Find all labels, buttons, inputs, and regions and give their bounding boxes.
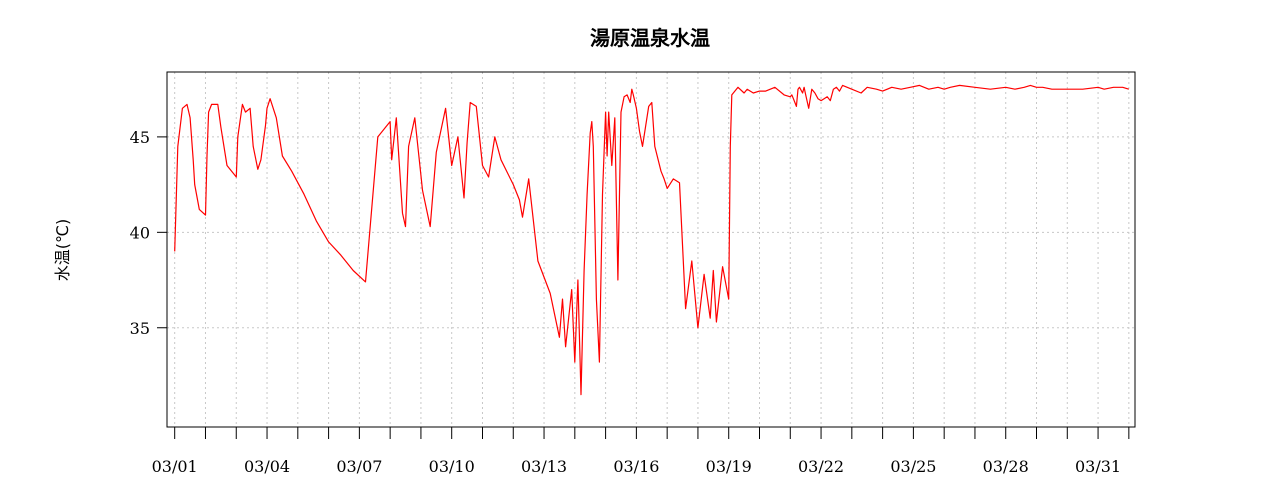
x-axis: 03/01 03/04 03/07 03/10 03/13 03/16 03/19 03/22… <box>152 427 1130 476</box>
y-axis: 35 40 45 <box>130 128 167 338</box>
x-tick-label: 03/10 <box>429 457 475 476</box>
x-tick-label: 03/25 <box>890 457 936 476</box>
x-tick-label: 03/07 <box>336 457 382 476</box>
x-tick-label: 03/22 <box>798 457 844 476</box>
plot-frame <box>166 71 1136 428</box>
chart-title: 湯原温泉水温 <box>590 26 710 50</box>
x-tick-label: 03/31 <box>1075 457 1121 476</box>
y-axis-label: 水温(℃) <box>53 219 72 281</box>
x-tick-label: 03/28 <box>983 457 1029 476</box>
x-tick-label: 03/04 <box>244 457 290 476</box>
y-tick-label: 35 <box>130 319 150 338</box>
y-tick-label: 45 <box>130 128 150 147</box>
x-tick-label: 03/13 <box>521 457 567 476</box>
x-tick-label: 03/16 <box>613 457 659 476</box>
x-tick-label: 03/01 <box>152 457 198 476</box>
series-layer <box>174 84 1129 396</box>
grid <box>167 72 1135 427</box>
x-tick-label: 03/19 <box>706 457 752 476</box>
y-tick-label: 40 <box>130 223 150 242</box>
series-line <box>174 84 1129 396</box>
